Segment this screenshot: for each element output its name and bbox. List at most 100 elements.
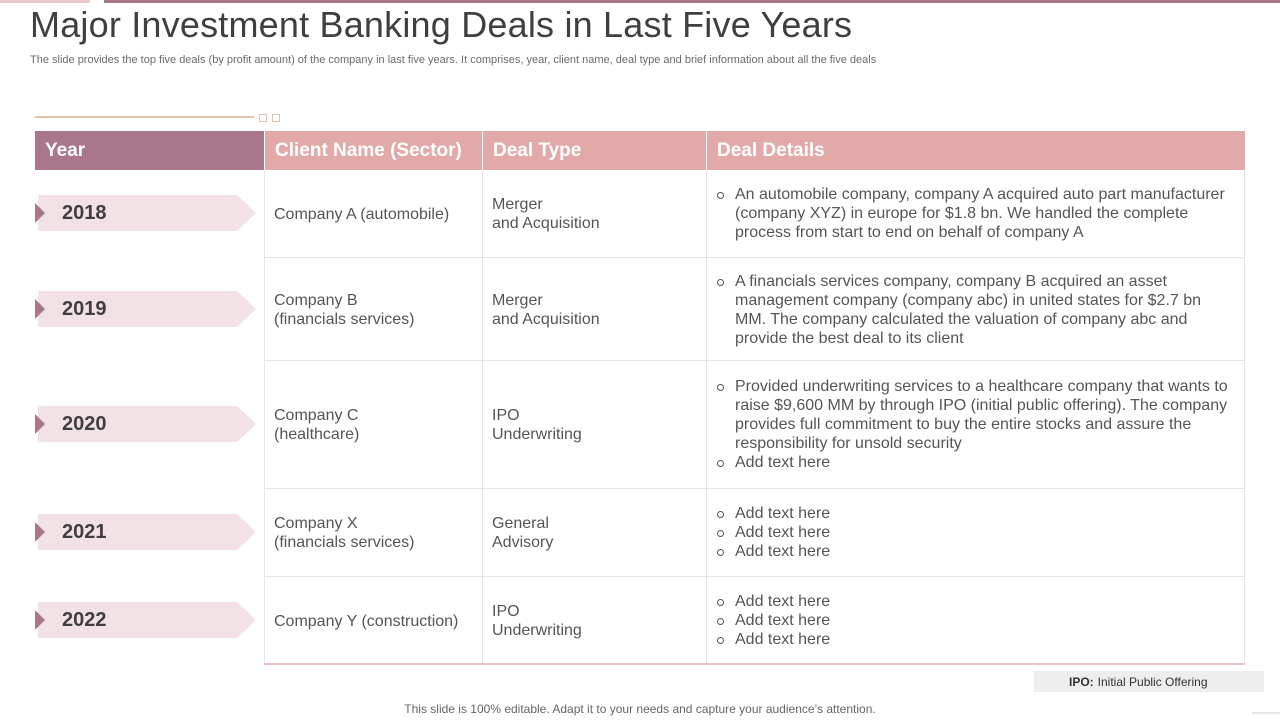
legend-meaning: Initial Public Offering xyxy=(1097,674,1208,689)
year-label: 2019 xyxy=(62,298,107,320)
year-label: 2020 xyxy=(62,413,107,435)
client-name-line: (healthcare) xyxy=(274,426,360,443)
deal-detail-line: process from start to end on behalf of c… xyxy=(735,224,1084,241)
year-chevron-icon xyxy=(35,195,256,231)
deal-type-line: and Acquisition xyxy=(492,215,600,232)
table-row-divider xyxy=(264,257,1245,258)
deal-detail-bullet: Add text here xyxy=(716,504,830,523)
client-name-cell: Company X (financials services) xyxy=(274,514,414,552)
deal-type-line: Underwriting xyxy=(492,622,582,639)
year-label: 2021 xyxy=(62,521,107,543)
slide-subtitle: The slide provides the top five deals (b… xyxy=(30,54,877,66)
deal-detail-line: Add text here xyxy=(735,505,831,522)
decorative-square xyxy=(272,114,280,122)
client-name-line: Company Y (construction) xyxy=(274,613,459,630)
deal-details-cell: Provided underwriting services to a heal… xyxy=(716,377,1228,472)
top-accent-bar-right xyxy=(104,0,1280,3)
deal-details-cell: An automobile company, company A acquire… xyxy=(716,185,1225,242)
header-deal-details: Deal Details xyxy=(706,131,1245,170)
client-name-line: Company C xyxy=(274,407,359,424)
deal-detail-bullet: Add text here xyxy=(716,611,830,630)
deal-type-line: and Acquisition xyxy=(492,311,600,328)
deal-type-line: IPO xyxy=(492,603,520,620)
client-name-line: Company B xyxy=(274,292,358,309)
header-year: Year xyxy=(35,131,264,170)
table-row-divider xyxy=(264,488,1245,489)
year-tag: 2022 xyxy=(35,602,257,638)
deal-details-cell: Add text here Add text here Add text her… xyxy=(716,504,830,561)
legend-term: IPO: xyxy=(1069,674,1094,689)
deal-detail-bullet: Add text here xyxy=(716,523,830,542)
deal-detail-line: Add text here xyxy=(735,454,831,471)
year-tag: 2019 xyxy=(35,291,257,327)
corner-decoration xyxy=(1252,712,1280,714)
deal-detail-line: Add text here xyxy=(735,612,831,629)
deal-detail-bullet: Add text here xyxy=(716,542,830,561)
year-chevron-icon xyxy=(35,406,256,442)
client-name-line: (financials services) xyxy=(274,534,415,551)
deal-detail-line: A financials services company, company B… xyxy=(735,273,1167,290)
deal-type-line: Underwriting xyxy=(492,426,582,443)
table-row-divider xyxy=(264,360,1245,361)
year-label: 2022 xyxy=(62,609,107,631)
table-row-divider xyxy=(264,576,1245,577)
deal-type-line: Advisory xyxy=(492,534,554,551)
year-label: 2018 xyxy=(62,202,107,224)
deal-detail-bullet: A financials services company, company B… xyxy=(716,272,1201,348)
table-column-divider xyxy=(264,170,265,664)
year-chevron-icon xyxy=(35,602,256,638)
deal-details-cell: A financials services company, company B… xyxy=(716,272,1201,348)
table-column-divider xyxy=(1244,170,1245,664)
deal-type-cell: IPO Underwriting xyxy=(492,406,582,444)
decorative-line xyxy=(35,116,254,118)
deal-detail-line: Add text here xyxy=(735,593,831,610)
header-client-name: Client Name (Sector) xyxy=(264,131,482,170)
year-tag: 2018 xyxy=(35,195,257,231)
top-accent-bar-left xyxy=(0,0,90,3)
deal-detail-bullet: Add text here xyxy=(716,630,830,649)
year-tag: 2021 xyxy=(35,514,257,550)
deal-detail-bullet: Provided underwriting services to a heal… xyxy=(716,377,1228,453)
deal-detail-line: provide the best deal to its client xyxy=(735,330,964,347)
deal-detail-line: An automobile company, company A acquire… xyxy=(735,186,1225,203)
deal-detail-bullet: Add text here xyxy=(716,453,1228,472)
deal-detail-line: Provided underwriting services to a heal… xyxy=(735,378,1228,395)
year-chevron-icon xyxy=(35,514,256,550)
deal-type-line: Merger xyxy=(492,196,543,213)
deal-type-line: Merger xyxy=(492,292,543,309)
deal-detail-line: Add text here xyxy=(735,524,831,541)
client-name-cell: Company C (healthcare) xyxy=(274,406,359,444)
deal-detail-line: management company (company abc) in unit… xyxy=(735,292,1202,309)
deal-detail-line: provides full commitment to buy the enti… xyxy=(735,416,1192,433)
client-name-line: Company A (automobile) xyxy=(274,206,450,223)
deal-details-cell: Add text here Add text here Add text her… xyxy=(716,592,830,649)
deal-detail-line: Add text here xyxy=(735,543,831,560)
deal-detail-bullet: Add text here xyxy=(716,592,830,611)
decorative-square xyxy=(259,114,267,122)
client-name-cell: Company A (automobile) xyxy=(274,205,449,224)
abbreviation-legend: IPO: Initial Public Offering xyxy=(1034,671,1264,692)
deal-type-line: General xyxy=(492,515,549,532)
deal-detail-line: responsibility for unsold security xyxy=(735,435,962,452)
header-deal-type: Deal Type xyxy=(482,131,706,170)
table-bottom-border xyxy=(264,663,1245,665)
deal-type-cell: Merger and Acquisition xyxy=(492,291,600,329)
year-tag: 2020 xyxy=(35,406,257,442)
table-column-divider xyxy=(706,170,707,664)
client-name-line: (financials services) xyxy=(274,311,415,328)
slide-title: Major Investment Banking Deals in Last F… xyxy=(30,4,853,45)
deal-detail-bullet: An automobile company, company A acquire… xyxy=(716,185,1225,242)
client-name-cell: Company B (financials services) xyxy=(274,291,414,329)
client-name-cell: Company Y (construction) xyxy=(274,612,458,631)
deal-detail-line: raise $9,600 MM by through IPO (initial … xyxy=(735,397,1228,414)
client-name-line: Company X xyxy=(274,515,358,532)
deal-type-cell: General Advisory xyxy=(492,514,553,552)
year-chevron-icon xyxy=(35,291,256,327)
table-column-divider xyxy=(482,170,483,664)
deal-detail-line: (company XYZ) in europe for $1.8 bn. We … xyxy=(735,205,1189,222)
deal-type-cell: IPO Underwriting xyxy=(492,602,582,640)
deal-type-line: IPO xyxy=(492,407,520,424)
deal-detail-line: MM. The company calculated the valuation… xyxy=(735,311,1188,328)
deal-type-cell: Merger and Acquisition xyxy=(492,195,600,233)
deal-detail-line: Add text here xyxy=(735,631,831,648)
